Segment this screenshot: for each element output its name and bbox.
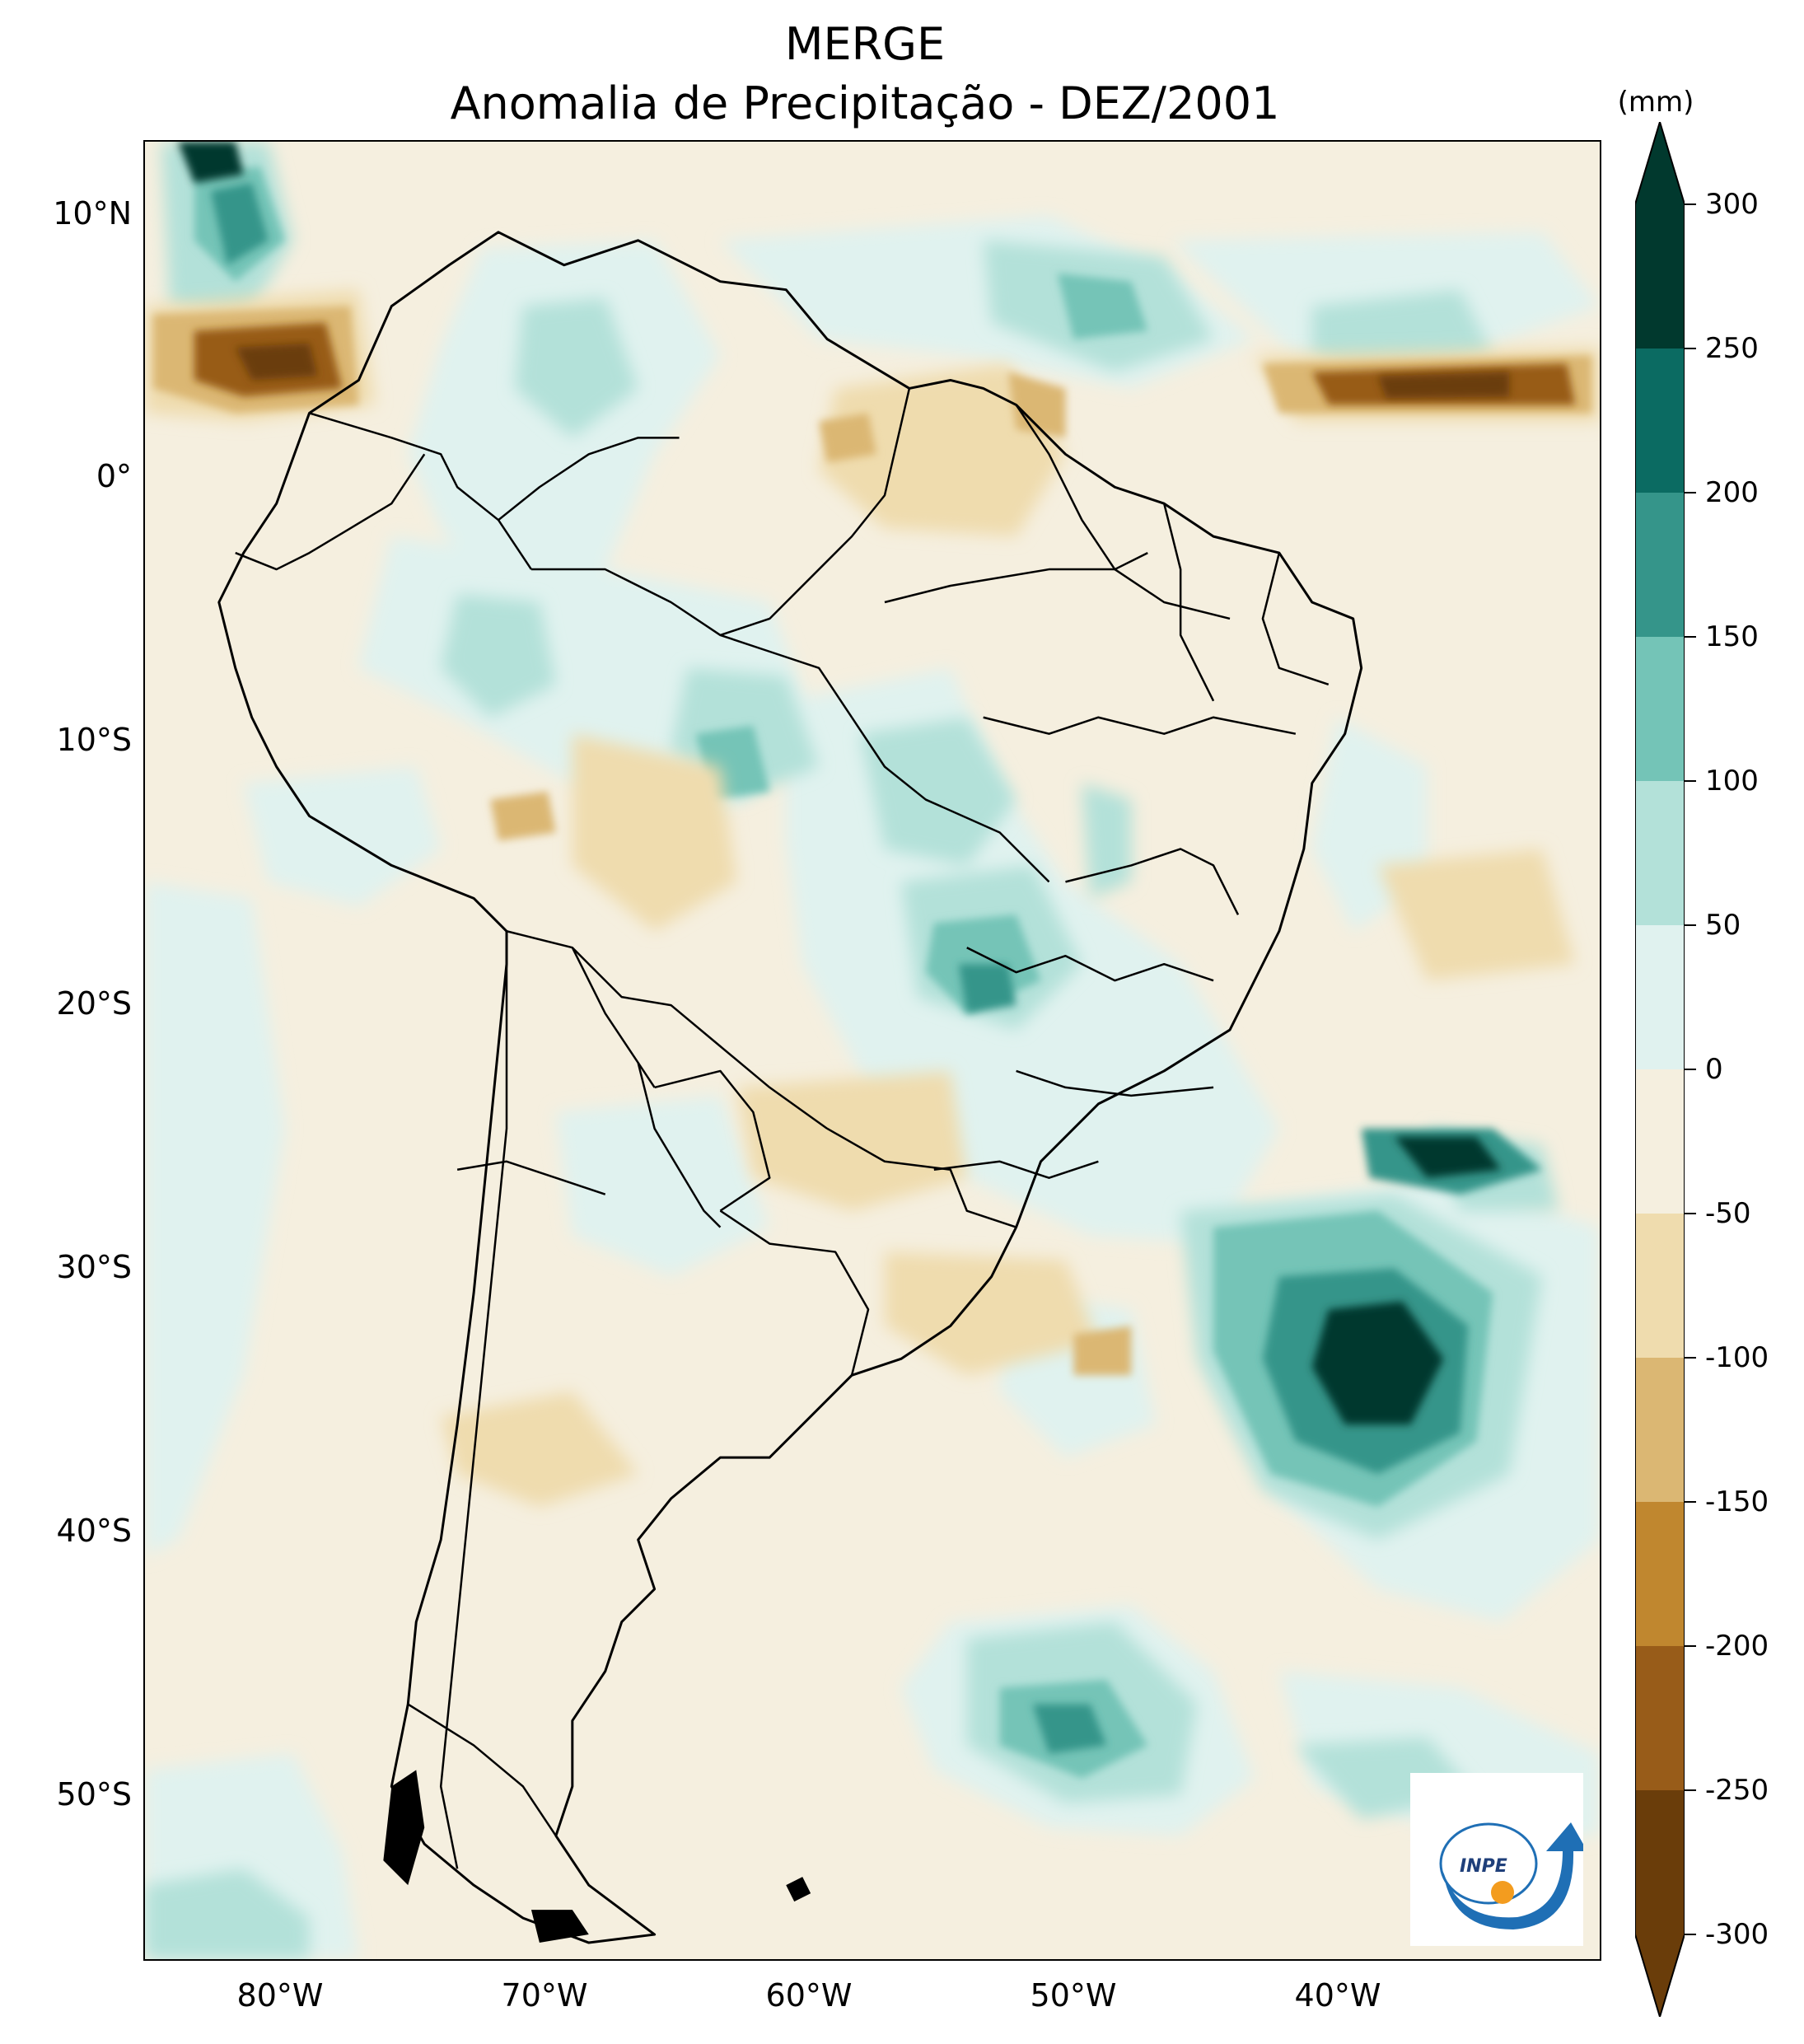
colorbar-band xyxy=(1635,348,1685,493)
colorbar-tick-mark xyxy=(1685,1357,1696,1359)
lon-label-60w: 60°W xyxy=(765,1977,853,2014)
colorbar-band xyxy=(1635,1502,1685,1647)
colorbar-band xyxy=(1635,493,1685,638)
lat-label-50s: 50°S xyxy=(56,1776,132,1812)
colorbar-tick-label: -250 xyxy=(1705,1774,1769,1807)
south-america-coastline xyxy=(217,231,1363,1944)
map-title: MERGE xyxy=(784,18,946,70)
anomaly-pos-max xyxy=(177,142,1502,1425)
lat-label-20s: 20°S xyxy=(56,985,132,1022)
precipitation-anomaly-map xyxy=(145,142,1600,1959)
anomaly-neg-max xyxy=(235,343,1510,399)
colorbar-band xyxy=(1635,637,1685,782)
lon-label-50w: 50°W xyxy=(1030,1977,1117,2014)
inpe-logo: INPE xyxy=(1410,1773,1587,1946)
logo-arrow-icon xyxy=(1443,1822,1587,1929)
colorbar-tick-mark xyxy=(1685,1213,1696,1214)
colorbar-band xyxy=(1635,925,1685,1070)
colorbar-tick-label: 150 xyxy=(1705,620,1759,653)
colorbar-tick-mark xyxy=(1685,780,1696,782)
colorbar-band xyxy=(1635,781,1685,926)
colorbar xyxy=(1635,122,1685,2017)
colorbar-unit: (mm) xyxy=(1617,86,1694,119)
colorbar-tick-mark xyxy=(1685,1069,1696,1070)
colorbar-tick-label: 50 xyxy=(1705,909,1741,942)
map-subtitle: Anomalia de Precipitação - DEZ/2001 xyxy=(450,77,1280,129)
colorbar-tick-mark xyxy=(1685,636,1696,638)
lon-label-40w: 40°W xyxy=(1294,1977,1381,2014)
lat-label-40s: 40°S xyxy=(56,1513,132,1549)
map-panel xyxy=(143,140,1601,1961)
colorbar-tick-mark xyxy=(1685,1501,1696,1503)
colorbar-tick-label: -200 xyxy=(1705,1630,1769,1663)
colorbar-tick-label: 200 xyxy=(1705,476,1759,509)
colorbar-extend-max xyxy=(1635,122,1685,204)
colorbar-tick-mark xyxy=(1685,203,1696,205)
country-borders xyxy=(235,388,1330,1869)
colorbar-band xyxy=(1635,1646,1685,1791)
colorbar-tick-label: 0 xyxy=(1705,1053,1723,1086)
colorbar-tick-label: 250 xyxy=(1705,332,1759,365)
colorbar-band xyxy=(1635,1790,1685,1935)
colorbar-band xyxy=(1635,1358,1685,1503)
logo-sun-icon xyxy=(1491,1881,1514,1904)
colorbar-tick-mark xyxy=(1685,1934,1696,1935)
colorbar-tick-label: 100 xyxy=(1705,765,1759,797)
island-clusters xyxy=(383,1770,811,1943)
colorbar-tick-label: 300 xyxy=(1705,188,1759,221)
colorbar-tick-label: -300 xyxy=(1705,1918,1769,1951)
colorbar-band xyxy=(1635,204,1685,349)
logo-orbit-icon xyxy=(1439,1822,1538,1905)
lat-label-0: 0° xyxy=(96,458,132,494)
lat-label-10n: 10°N xyxy=(53,195,132,232)
colorbar-tick-mark xyxy=(1685,1645,1696,1647)
lon-label-80w: 80°W xyxy=(236,1977,324,2014)
colorbar-tick-mark xyxy=(1685,348,1696,349)
lon-label-70w: 70°W xyxy=(501,1977,588,2014)
colorbar-tick-mark xyxy=(1685,924,1696,926)
colorbar-tick-label: -100 xyxy=(1705,1341,1769,1374)
colorbar-tick-mark xyxy=(1685,1789,1696,1791)
colorbar-extend-min xyxy=(1635,1934,1685,2017)
lat-label-10s: 10°S xyxy=(56,722,132,758)
colorbar-tick-label: -150 xyxy=(1705,1485,1769,1518)
logo-text: INPE xyxy=(1460,1856,1507,1877)
lat-label-30s: 30°S xyxy=(56,1249,132,1285)
colorbar-tick-mark xyxy=(1685,492,1696,493)
colorbar-band xyxy=(1635,1069,1685,1214)
colorbar-tick-label: -50 xyxy=(1705,1197,1751,1230)
colorbar-band xyxy=(1635,1214,1685,1359)
